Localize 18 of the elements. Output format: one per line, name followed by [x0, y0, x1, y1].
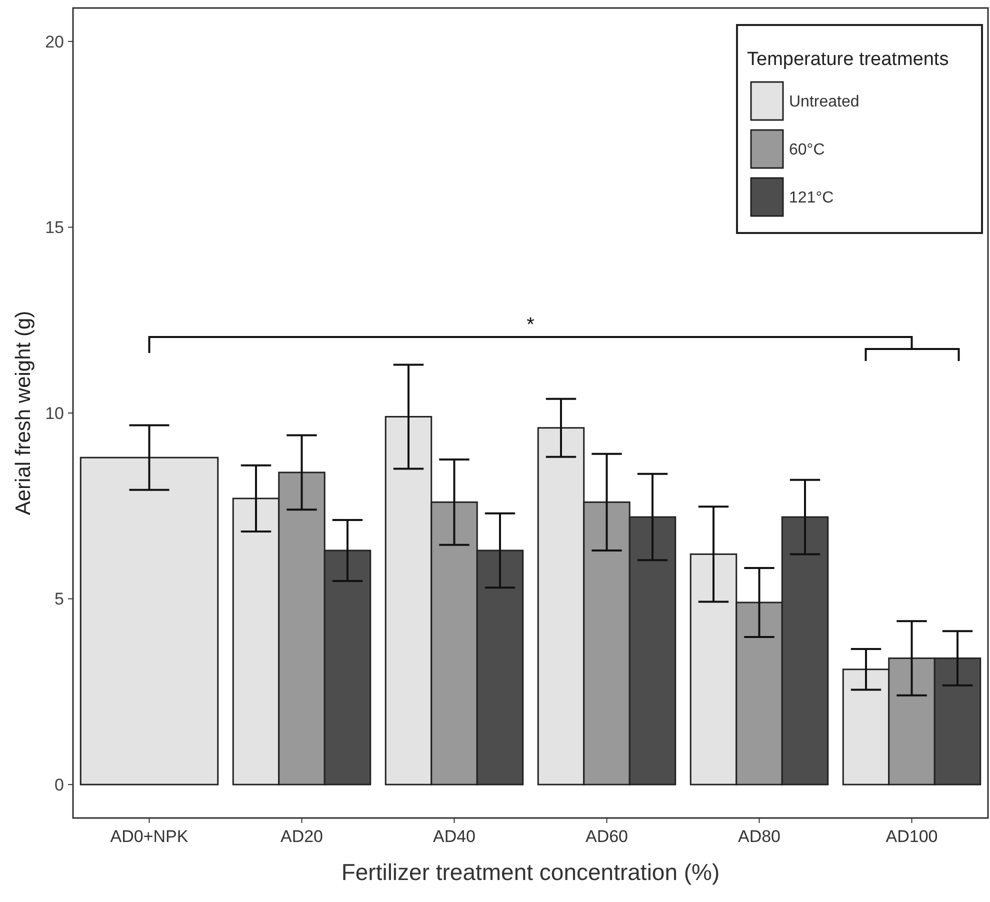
- legend-label: Untreated: [789, 94, 860, 111]
- annotation: *: [526, 314, 535, 336]
- legend-label: 121°C: [789, 190, 834, 207]
- y-tick-label: 20: [45, 32, 64, 52]
- x-tick-label: AD80: [738, 827, 781, 846]
- y-tick-label: 10: [45, 404, 64, 423]
- x-tick-label: AD20: [280, 827, 324, 846]
- y-tick-label: 5: [54, 590, 64, 609]
- legend-label: 60°C: [789, 142, 825, 159]
- x-tick-label: AD40: [432, 827, 476, 846]
- x-tick-label: AD0+NPK: [110, 827, 189, 846]
- x-tick-label: AD100: [886, 827, 938, 846]
- x-axis-title: Fertilizer treatment concentration (%): [341, 859, 720, 885]
- y-axis-title: Aerial fresh weight (g): [12, 310, 35, 516]
- legend-title: Temperature treatments: [747, 49, 949, 70]
- y-tick-label: 15: [45, 218, 64, 238]
- x-tick-label: AD60: [585, 827, 628, 846]
- y-tick-label: 0: [54, 776, 64, 795]
